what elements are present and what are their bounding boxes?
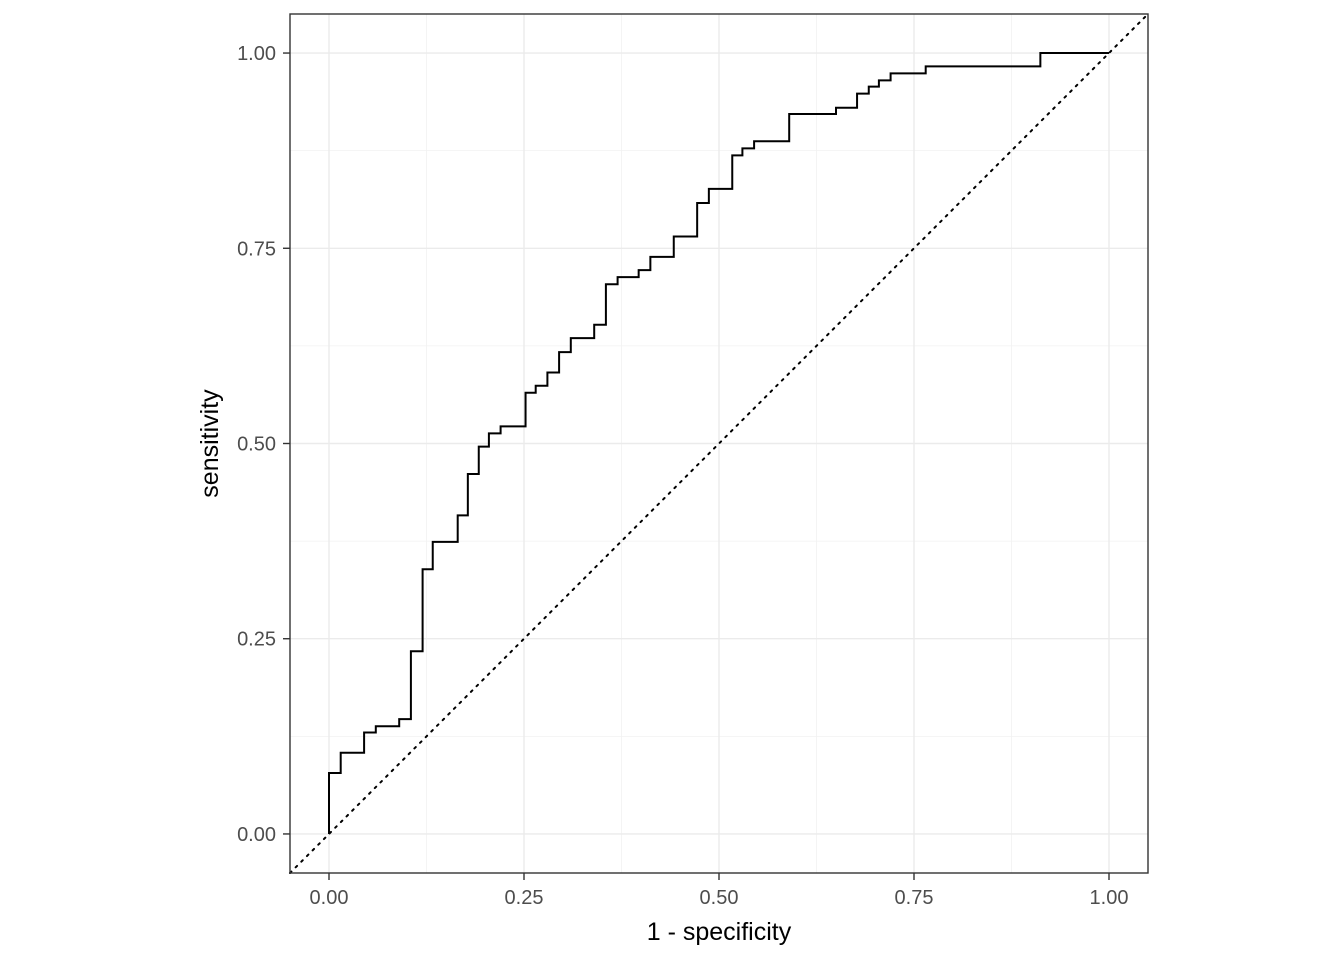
x-axis: 0.00 0.25 0.50 0.75 1.00 (310, 873, 1129, 909)
x-tick-label: 0.75 (895, 887, 934, 909)
y-tick-label: 0.25 (237, 629, 276, 651)
y-tick-label: 0.00 (237, 824, 276, 846)
y-tick-label: 1.00 (237, 43, 276, 65)
plot-panel (289, 13, 1149, 874)
y-tick-label: 0.75 (237, 238, 276, 260)
x-tick-label: 0.25 (505, 887, 544, 909)
roc-curve-line (328, 52, 1109, 834)
x-tick-label: 0.00 (310, 887, 349, 909)
x-tick-label: 0.50 (700, 887, 739, 909)
reference-diagonal-line (289, 13, 1149, 874)
y-tick-label: 0.50 (237, 434, 276, 456)
y-axis: 0.00 0.25 0.50 0.75 1.00 (237, 43, 290, 846)
x-axis-title: 1 - specificity (647, 918, 792, 946)
x-tick-label: 1.00 (1090, 887, 1129, 909)
y-axis-title: sensitivity (196, 389, 224, 498)
